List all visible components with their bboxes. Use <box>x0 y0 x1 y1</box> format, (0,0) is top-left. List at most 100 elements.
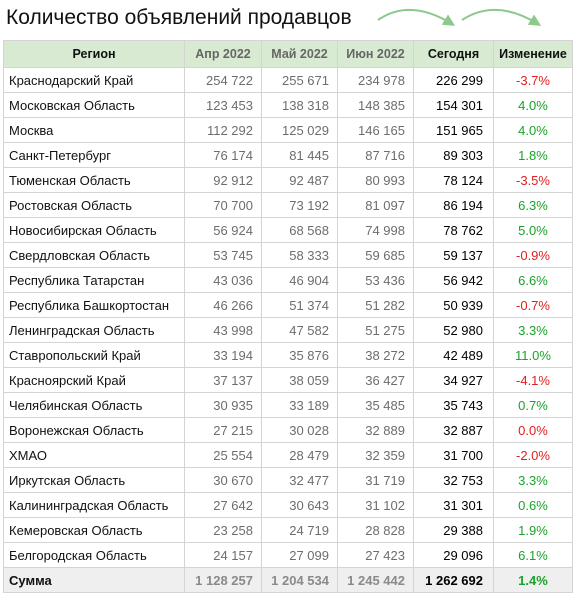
today-cell: 32 753 <box>413 467 494 493</box>
today-cell: 86 194 <box>413 192 494 218</box>
jun-cell: 32 889 <box>337 417 414 443</box>
change-cell: -2.0% <box>493 442 573 468</box>
today-cell: 32 887 <box>413 417 494 443</box>
today-cell: 31 301 <box>413 492 494 518</box>
may-cell: 125 029 <box>261 117 338 143</box>
jun-cell: 31 102 <box>337 492 414 518</box>
change-cell: -0.9% <box>493 242 573 268</box>
table-row: Ростовская Область 70 700 73 192 81 097 86 1… <box>3 192 573 218</box>
region-cell: Красноярский Край <box>3 367 185 393</box>
today-cell: 29 096 <box>413 542 494 568</box>
region-cell: Кемеровская Область <box>3 517 185 543</box>
header-change: Изменение <box>493 40 573 68</box>
jun-cell: 81 097 <box>337 192 414 218</box>
region-cell: Ставропольский Край <box>3 342 185 368</box>
may-cell: 28 479 <box>261 442 338 468</box>
table-row: Москва 112 292 125 029 146 165 151 965 4.0% <box>3 117 573 143</box>
may-cell: 255 671 <box>261 67 338 93</box>
table-row: Тюменская Область 92 912 92 487 80 993 78 12… <box>3 167 573 193</box>
change-cell: 6.6% <box>493 267 573 293</box>
may-cell: 30 028 <box>261 417 338 443</box>
table-row: Иркутская Область 30 670 32 477 31 719 32 75… <box>3 467 573 493</box>
may-cell: 47 582 <box>261 317 338 343</box>
may-cell: 38 059 <box>261 367 338 393</box>
today-cell: 59 137 <box>413 242 494 268</box>
table-header-row: Регион Апр 2022 Май 2022 Июн 2022 Сегодн… <box>3 40 573 68</box>
header-today: Сегодня <box>413 40 494 68</box>
total-label: Сумма <box>3 567 185 593</box>
change-cell: 0.7% <box>493 392 573 418</box>
today-cell: 89 303 <box>413 142 494 168</box>
apr-cell: 53 745 <box>184 242 262 268</box>
region-cell: Челябинская Область <box>3 392 185 418</box>
change-cell: 5.0% <box>493 217 573 243</box>
apr-cell: 112 292 <box>184 117 262 143</box>
apr-cell: 43 998 <box>184 317 262 343</box>
region-cell: Белгородская Область <box>3 542 185 568</box>
region-cell: Республика Татарстан <box>3 267 185 293</box>
apr-cell: 25 554 <box>184 442 262 468</box>
jun-cell: 234 978 <box>337 67 414 93</box>
may-cell: 30 643 <box>261 492 338 518</box>
may-cell: 68 568 <box>261 217 338 243</box>
region-cell: Московская Область <box>3 92 185 118</box>
total-jun: 1 245 442 <box>337 567 414 593</box>
today-cell: 154 301 <box>413 92 494 118</box>
table-row: Республика Башкортостан 46 266 51 374 51 28… <box>3 292 573 318</box>
change-cell: 1.9% <box>493 517 573 543</box>
jun-cell: 59 685 <box>337 242 414 268</box>
apr-cell: 33 194 <box>184 342 262 368</box>
total-row: Сумма 1 128 257 1 204 534 1 245 442 1 26… <box>3 567 573 593</box>
jun-cell: 31 719 <box>337 467 414 493</box>
may-cell: 73 192 <box>261 192 338 218</box>
jun-cell: 35 485 <box>337 392 414 418</box>
region-cell: Краснодарский Край <box>3 67 185 93</box>
jun-cell: 74 998 <box>337 217 414 243</box>
apr-cell: 123 453 <box>184 92 262 118</box>
change-cell: -0.7% <box>493 292 573 318</box>
header-may: Май 2022 <box>261 40 338 68</box>
change-cell: 6.3% <box>493 192 573 218</box>
may-cell: 46 904 <box>261 267 338 293</box>
today-cell: 56 942 <box>413 267 494 293</box>
curved-arrow-icon <box>461 9 542 26</box>
table-row: Ленинградская Область 43 998 47 582 51 275 5… <box>3 317 573 343</box>
change-cell: 0.6% <box>493 492 573 518</box>
apr-cell: 27 215 <box>184 417 262 443</box>
apr-cell: 76 174 <box>184 142 262 168</box>
jun-cell: 38 272 <box>337 342 414 368</box>
table-row: Белгородская Область 24 157 27 099 27 423 29… <box>3 542 573 568</box>
table-row: Кемеровская Область 23 258 24 719 28 828 29 … <box>3 517 573 543</box>
region-cell: Новосибирская Область <box>3 217 185 243</box>
region-cell: ХМАО <box>3 442 185 468</box>
change-cell: -4.1% <box>493 367 573 393</box>
table-row: Челябинская Область 30 935 33 189 35 485 35 … <box>3 392 573 418</box>
total-today: 1 262 692 <box>413 567 494 593</box>
sellers-ads-table: Регион Апр 2022 Май 2022 Июн 2022 Сегодн… <box>3 40 573 593</box>
may-cell: 92 487 <box>261 167 338 193</box>
region-cell: Калининградская Область <box>3 492 185 518</box>
table-row: Республика Татарстан 43 036 46 904 53 436 56… <box>3 267 573 293</box>
table-row: Краснодарский Край 254 722 255 671 234 978 2… <box>3 67 573 93</box>
change-cell: 3.3% <box>493 317 573 343</box>
may-cell: 33 189 <box>261 392 338 418</box>
jun-cell: 148 385 <box>337 92 414 118</box>
today-cell: 34 927 <box>413 367 494 393</box>
table-row: Калининградская Область 27 642 30 643 31 10… <box>3 492 573 518</box>
may-cell: 51 374 <box>261 292 338 318</box>
today-cell: 151 965 <box>413 117 494 143</box>
total-apr: 1 128 257 <box>184 567 262 593</box>
today-cell: 31 700 <box>413 442 494 468</box>
header-jun: Июн 2022 <box>337 40 414 68</box>
apr-cell: 30 670 <box>184 467 262 493</box>
today-cell: 78 124 <box>413 167 494 193</box>
table-row: Красноярский Край 37 137 38 059 36 427 34 92… <box>3 367 573 393</box>
jun-cell: 146 165 <box>337 117 414 143</box>
today-cell: 42 489 <box>413 342 494 368</box>
region-cell: Ростовская Область <box>3 192 185 218</box>
table-row: Санкт-Петербург 76 174 81 445 87 716 89 303 1… <box>3 142 573 168</box>
today-cell: 50 939 <box>413 292 494 318</box>
table-row: Свердловская Область 53 745 58 333 59 685 59… <box>3 242 573 268</box>
table-row: Воронежская Область 27 215 30 028 32 889 32 … <box>3 417 573 443</box>
curved-arrow-icon <box>377 9 456 26</box>
